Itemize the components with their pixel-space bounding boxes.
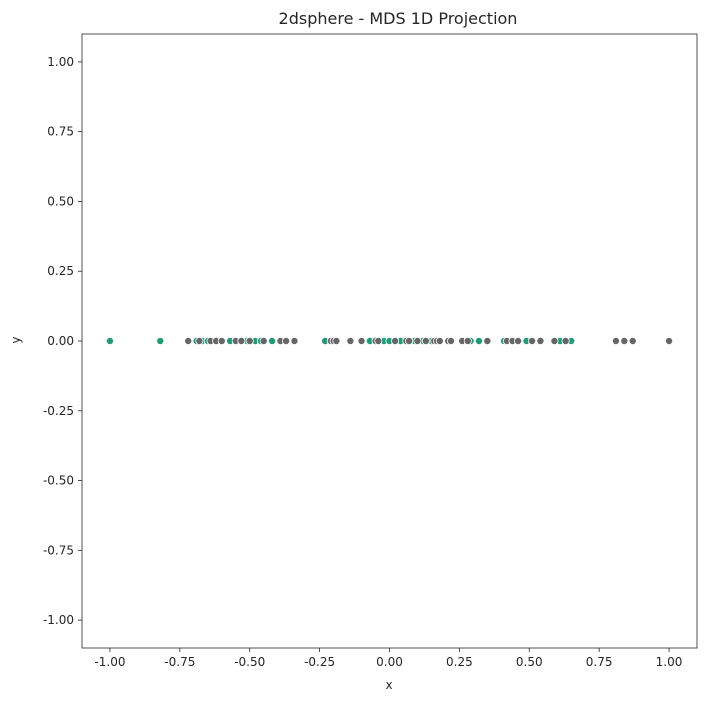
y-tick-label: -0.50 (43, 474, 74, 488)
data-point (413, 336, 422, 345)
x-tick-label: 0.00 (376, 655, 403, 669)
plot-points (105, 336, 674, 345)
y-tick-label: -1.00 (43, 613, 74, 627)
data-point (405, 336, 414, 345)
data-point (268, 336, 277, 345)
y-tick-label: 1.00 (47, 55, 74, 69)
x-tick-label: 0.25 (446, 655, 473, 669)
data-point (536, 336, 545, 345)
x-tick-label: 0.75 (586, 655, 613, 669)
y-axis-ticks: -1.00 -0.75 -0.50 -0.25 0.00 0.25 0.50 0.75 1.00 (43, 55, 82, 627)
data-point (611, 336, 620, 345)
data-point (514, 336, 523, 345)
data-point (237, 336, 246, 345)
data-point (195, 336, 204, 345)
data-point (665, 336, 674, 345)
data-point (259, 336, 268, 345)
data-point (421, 336, 430, 345)
data-point (391, 336, 400, 345)
data-point (290, 336, 299, 345)
data-point (620, 336, 629, 345)
data-point (561, 336, 570, 345)
data-point (374, 336, 383, 345)
y-tick-label: 0.25 (47, 264, 74, 278)
x-axis-label: x (385, 678, 392, 692)
data-point (217, 336, 226, 345)
x-axis-ticks: -1.00 -0.75 -0.50 -0.25 0.00 0.25 0.50 0.75 1.00 (94, 648, 682, 669)
y-tick-label: 0.75 (47, 125, 74, 139)
x-tick-label: -0.25 (304, 655, 335, 669)
x-tick-label: -0.75 (164, 655, 195, 669)
y-tick-label: 0.50 (47, 194, 74, 208)
x-tick-label: -1.00 (94, 655, 125, 669)
y-axis-label: y (9, 336, 23, 343)
y-tick-label: 0.00 (47, 334, 74, 348)
x-tick-label: 0.50 (516, 655, 543, 669)
data-point (245, 336, 254, 345)
y-tick-label: -0.75 (43, 543, 74, 557)
data-point (483, 336, 492, 345)
data-point (184, 336, 193, 345)
chart-title: 2dsphere - MDS 1D Projection (279, 9, 518, 28)
data-point (435, 336, 444, 345)
data-point (357, 336, 366, 345)
data-point (332, 336, 341, 345)
data-point (528, 336, 537, 345)
data-point (463, 336, 472, 345)
x-tick-label: -0.50 (234, 655, 265, 669)
data-point (446, 336, 455, 345)
data-point (156, 336, 165, 345)
data-point (105, 336, 114, 345)
data-point (550, 336, 559, 345)
data-point (346, 336, 355, 345)
data-point (474, 336, 483, 345)
x-tick-label: 1.00 (656, 655, 683, 669)
y-tick-label: -0.25 (43, 404, 74, 418)
data-point (628, 336, 637, 345)
data-point (282, 336, 291, 345)
